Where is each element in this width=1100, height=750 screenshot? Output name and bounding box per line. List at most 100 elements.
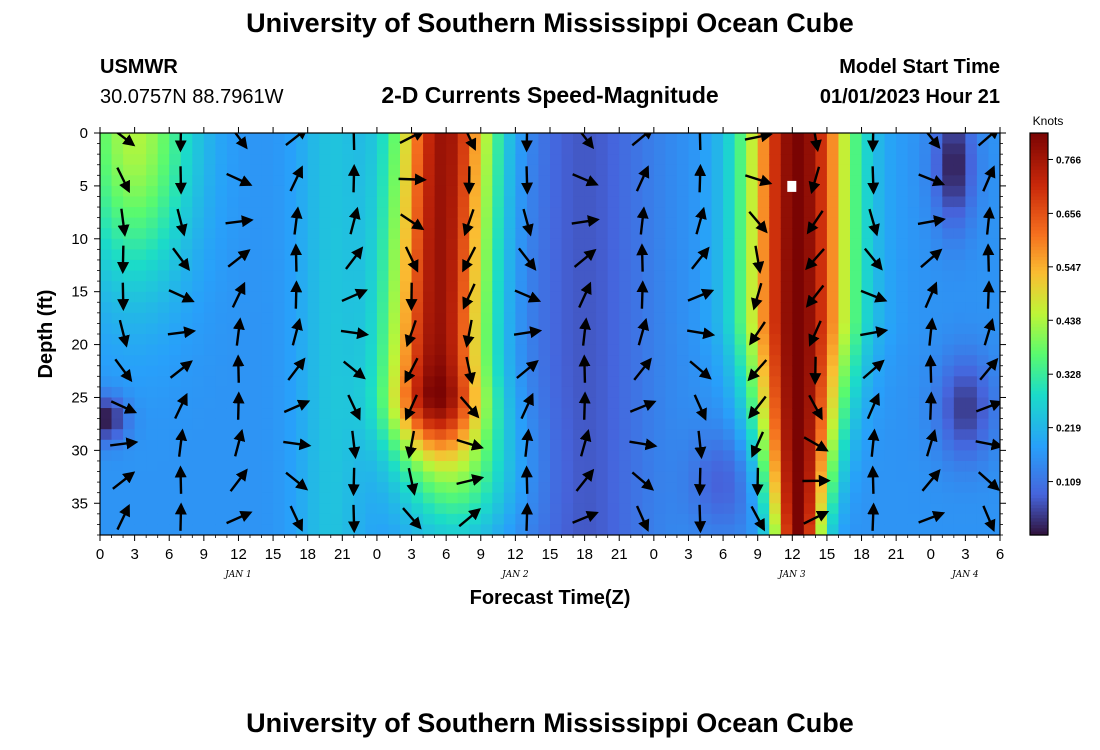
heatmap-cell	[250, 408, 263, 420]
heatmap-cell	[146, 482, 159, 494]
y-axis-label: Depth (ft)	[35, 290, 57, 379]
current-arrow	[405, 430, 417, 459]
heatmap-cell	[284, 323, 297, 335]
heatmap-cell	[238, 418, 251, 430]
heatmap-cell	[630, 164, 643, 176]
heatmap-cell	[226, 270, 240, 282]
heatmap-cell	[330, 471, 343, 483]
heatmap-cell	[526, 460, 540, 473]
heatmap-cell	[215, 492, 228, 504]
heatmap-cell	[146, 323, 159, 335]
heatmap-cell	[330, 397, 343, 409]
heatmap-cell	[665, 249, 678, 261]
heatmap-cell	[469, 207, 482, 219]
heatmap-cell	[480, 302, 493, 314]
heatmap-cell	[376, 471, 390, 483]
heatmap-cell	[803, 503, 816, 515]
station-id: USMWR	[100, 56, 178, 78]
heatmap-cell	[492, 429, 505, 441]
heatmap-cell	[538, 302, 551, 314]
heatmap-cell	[665, 365, 678, 377]
heatmap-cell	[861, 492, 874, 504]
heatmap-cell	[896, 439, 909, 451]
heatmap-cell	[111, 270, 124, 282]
heatmap-cell	[157, 334, 170, 346]
heatmap-cell	[780, 207, 793, 219]
heatmap-cell	[538, 460, 551, 473]
heatmap-cell	[803, 386, 816, 399]
heatmap-cell	[988, 503, 1000, 515]
heatmap-cell	[826, 513, 840, 526]
heatmap-cell	[284, 175, 297, 187]
heatmap-cell	[203, 503, 216, 515]
x-tick-label: 9	[200, 546, 208, 563]
heatmap-cell	[157, 429, 170, 441]
heatmap-cell	[861, 249, 874, 261]
heatmap-cell	[930, 492, 943, 504]
heatmap-cell	[319, 154, 332, 166]
heatmap-cell	[919, 365, 932, 377]
heatmap-cell	[642, 281, 655, 293]
heatmap-cell	[965, 270, 978, 282]
heatmap-cell	[526, 143, 540, 155]
heatmap-cell	[388, 386, 401, 399]
heatmap-cell	[261, 207, 274, 219]
heatmap-cell	[930, 365, 943, 377]
heatmap-cell	[180, 175, 193, 187]
heatmap-cell	[307, 323, 320, 335]
heatmap-cell	[192, 154, 205, 166]
heatmap-cell	[319, 323, 332, 335]
heatmap-cell	[550, 270, 563, 282]
current-arrow	[174, 465, 187, 494]
heatmap-cell	[919, 376, 932, 388]
heatmap-cell	[838, 397, 851, 409]
heatmap-cell	[896, 408, 909, 420]
heatmap-cell	[123, 270, 136, 282]
heatmap-cell	[215, 207, 228, 219]
heatmap-cell	[434, 482, 447, 494]
heatmap-cell	[123, 238, 136, 250]
heatmap-cell	[157, 418, 170, 430]
heatmap-cell	[273, 429, 286, 441]
heatmap-cell	[953, 429, 966, 441]
heatmap-cell	[388, 259, 401, 272]
heatmap-cell	[169, 386, 182, 399]
heatmap-cell	[700, 524, 713, 535]
heatmap-cell	[123, 513, 136, 526]
heatmap-cell	[676, 164, 690, 176]
heatmap-cell	[930, 418, 943, 430]
heatmap-cell	[365, 133, 378, 145]
heatmap-cell	[157, 164, 170, 176]
heatmap-cell	[584, 524, 597, 535]
heatmap-cell	[526, 482, 540, 494]
heatmap-cell	[111, 503, 124, 515]
colorbar-tick-label: 0.766	[1056, 155, 1081, 166]
x-tick-label: 6	[442, 546, 450, 563]
heatmap-cell	[261, 270, 274, 282]
heatmap-cell	[919, 249, 932, 261]
heatmap-cell	[619, 238, 632, 250]
colorbar-segment	[1030, 253, 1048, 258]
heatmap-cell	[734, 439, 747, 451]
heatmap-cell	[203, 281, 216, 293]
heatmap-cell	[238, 291, 251, 303]
heatmap-cell	[273, 175, 286, 187]
heatmap-cell	[550, 207, 563, 219]
heatmap-cell	[423, 164, 436, 176]
heatmap-cell	[942, 334, 955, 346]
heatmap-cell	[480, 450, 493, 462]
heatmap-cell	[584, 291, 597, 303]
heatmap-cell	[976, 397, 990, 409]
heatmap-cell	[238, 492, 251, 504]
heatmap-cell	[376, 291, 390, 303]
heatmap-cell	[492, 418, 505, 430]
heatmap-cell	[376, 450, 390, 462]
current-arrow	[227, 249, 251, 268]
heatmap-cell	[157, 408, 170, 420]
heatmap-cell	[342, 471, 355, 483]
heatmap-cell	[215, 196, 228, 208]
heatmap-cell	[676, 376, 690, 388]
heatmap-cell	[100, 238, 113, 250]
heatmap-cell	[896, 450, 909, 462]
heatmap-cell	[907, 175, 920, 187]
